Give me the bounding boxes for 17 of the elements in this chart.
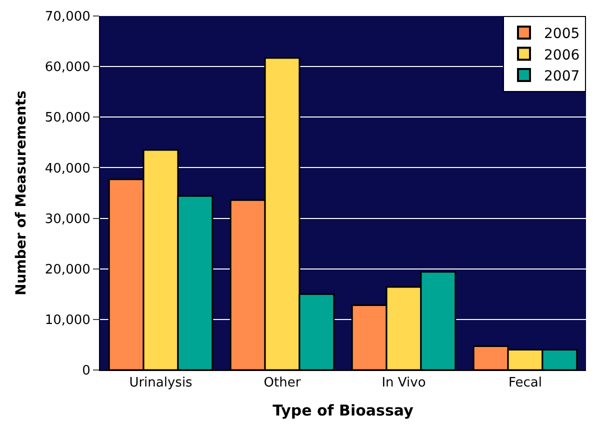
x-axis-title: Type of Bioassay (272, 402, 414, 420)
y-tick-label: 40,000 (44, 161, 90, 176)
y-tick-label: 70,000 (44, 10, 90, 25)
y-tick-label: 50,000 (44, 110, 90, 126)
legend-label: 2006 (544, 47, 580, 64)
y-tick-label: 0 (82, 364, 90, 379)
y-tick-label: 60,000 (44, 60, 90, 76)
legend-label: 2005 (544, 26, 580, 42)
x-tick-label: In Vivo (382, 376, 426, 391)
x-tick-label: Urinalysis (129, 376, 193, 391)
legend-label: 2007 (544, 68, 580, 84)
y-tick-label: 10,000 (44, 312, 90, 328)
x-tick-label: Fecal (508, 376, 542, 391)
y-axis-title: Number of Measurements (14, 90, 30, 296)
y-tick-label: 30,000 (44, 212, 90, 227)
y-tick-label: 20,000 (44, 262, 90, 278)
x-tick-label: Other (264, 376, 302, 391)
